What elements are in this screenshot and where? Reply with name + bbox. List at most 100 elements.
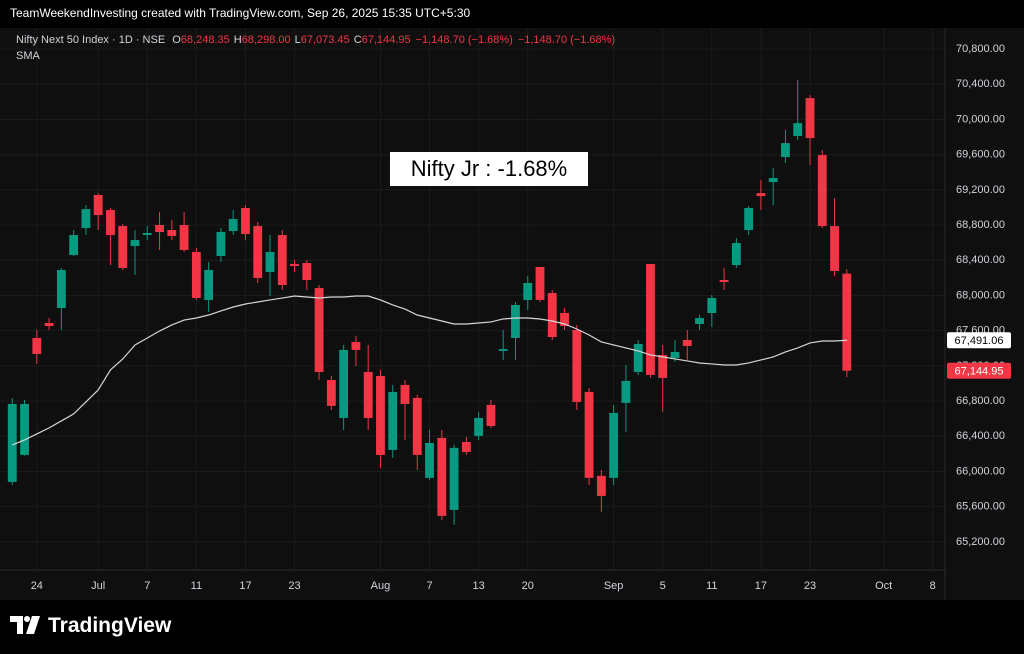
logo-mark [10, 616, 40, 634]
candle-body [118, 226, 128, 269]
candle-body [351, 341, 361, 350]
x-tick-label: 7 [426, 580, 432, 592]
plot [7, 80, 852, 525]
candle-body [584, 391, 594, 478]
y-tick-label: 68,000.00 [956, 289, 1005, 301]
candle-body [81, 209, 91, 228]
candle-body [731, 243, 741, 266]
candle-body [768, 178, 778, 183]
price-label-box [947, 332, 1011, 349]
candle-body [376, 375, 385, 455]
candle-body [7, 403, 17, 482]
candle-body [633, 343, 643, 372]
candle-body [265, 252, 275, 272]
candle-body [412, 397, 422, 455]
price-label: 67,144.95 [955, 366, 1004, 378]
candle-body [314, 288, 324, 372]
candle-body [204, 269, 214, 300]
legend-key: O [172, 34, 181, 46]
x-tick-label: 23 [804, 580, 816, 592]
candle-body [302, 263, 312, 280]
candle-body [326, 379, 336, 406]
x-tick-label: Aug [371, 580, 391, 592]
grid [0, 28, 945, 570]
annotation-box [390, 152, 588, 186]
y-tick-label: 70,400.00 [956, 78, 1005, 90]
candle-body [547, 293, 557, 338]
sma-line [12, 295, 847, 446]
y-tick-label: 70,800.00 [956, 43, 1005, 55]
candle-body [130, 240, 140, 247]
header: TeamWeekendInvesting created with Tradin… [10, 6, 471, 20]
x-tick-label: 7 [144, 580, 150, 592]
candle-body [535, 266, 545, 300]
candle-body [842, 273, 852, 371]
candle-body [277, 235, 287, 286]
candle-body [511, 304, 520, 338]
candle-body [572, 329, 582, 402]
candle-body [167, 230, 177, 237]
candle-body [93, 194, 103, 216]
candle-body [781, 143, 790, 158]
candle-body [817, 155, 827, 227]
x-tick-label: 17 [755, 580, 767, 592]
candle-body [437, 437, 447, 516]
legend-value: 68,248.35 [180, 34, 230, 46]
x-tick-label: 13 [473, 580, 485, 592]
y-tick-label: 65,200.00 [956, 536, 1005, 548]
axes: 65,200.00 65,600.00 66,000.00 66,400.00 66,8… [31, 43, 1011, 592]
x-tick-label: 5 [660, 580, 666, 592]
watermark: TradingView [48, 614, 172, 637]
candle-body [339, 349, 349, 418]
y-tick-label: 70,000.00 [956, 113, 1005, 125]
candle-body [425, 442, 434, 478]
candle-body [695, 318, 704, 324]
y-tick-label: 68,400.00 [956, 254, 1005, 266]
x-tick-label: Jul [91, 580, 105, 592]
candle-body [805, 98, 815, 139]
candle-body [670, 351, 680, 358]
price-label: 67,491.06 [955, 335, 1004, 347]
candle-body [69, 235, 79, 256]
price-label-box [947, 362, 1011, 379]
x-tick-label: 8 [930, 580, 936, 592]
candle-body [830, 226, 839, 272]
x-tick-label: 24 [31, 580, 43, 592]
candle-body [56, 269, 66, 308]
y-tick-label: 65,600.00 [956, 501, 1005, 513]
y-tick-label: 66,000.00 [956, 465, 1005, 477]
y-tick-label: 69,200.00 [956, 184, 1005, 196]
candle-body [106, 210, 115, 236]
x-tick-label: 23 [288, 580, 300, 592]
legend-change: −1,148.70 (−1.68%) [517, 34, 616, 46]
legend-value: 67,144.95 [361, 34, 411, 46]
candle-body [474, 417, 484, 436]
candle-body [682, 340, 692, 346]
candle-body [609, 412, 619, 478]
x-tick-label: Oct [875, 580, 892, 592]
y-tick-label: 69,600.00 [956, 149, 1005, 161]
candle-body [290, 263, 299, 267]
y-tick-label: 66,800.00 [956, 395, 1005, 407]
candle-body [793, 123, 803, 137]
candle-body [216, 232, 226, 256]
legend-key: H [233, 34, 242, 46]
candle-body [228, 219, 238, 231]
y-tick-label: 68,800.00 [956, 219, 1005, 231]
legend-value: 68,298.00 [241, 34, 291, 46]
candle-body [388, 391, 398, 450]
candle-body [155, 225, 164, 233]
legend: Nifty Next 50 Index · 1D · NSE O68,248.3… [16, 34, 615, 46]
legend-value: 67,073.45 [300, 34, 350, 46]
x-tick-label: 17 [239, 580, 251, 592]
legend-key: L [294, 34, 301, 46]
candle-body [719, 279, 729, 283]
candle-body [621, 380, 631, 403]
candle-body [363, 371, 373, 418]
legend-change: −1,148.70 (−1.68%) [415, 34, 513, 46]
candle-body [253, 226, 263, 278]
candle-body [744, 208, 754, 231]
candle-body [449, 447, 459, 510]
